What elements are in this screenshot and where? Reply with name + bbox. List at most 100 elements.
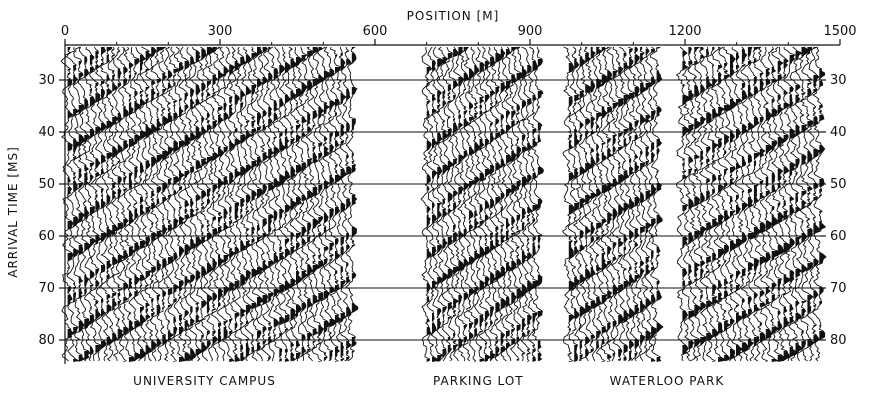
trace-fill — [95, 93, 101, 103]
trace-fill — [618, 99, 624, 107]
trace-fill — [634, 271, 637, 273]
trace-wiggle — [425, 46, 439, 362]
trace-fill — [596, 255, 599, 257]
trace-fill — [123, 177, 127, 183]
trace-fill — [819, 115, 824, 121]
trace-fill — [257, 47, 262, 55]
trace-fill — [307, 191, 314, 199]
trace-fill — [596, 237, 600, 241]
trace-fill — [532, 349, 536, 353]
trace-fill — [474, 113, 478, 119]
trace-fill — [694, 139, 697, 141]
trace-fill — [759, 323, 762, 327]
trace-fill — [458, 123, 463, 129]
trace-fill — [495, 227, 499, 231]
trace-fill — [426, 175, 431, 185]
trace-fill — [432, 345, 434, 347]
trace-fill — [511, 329, 515, 333]
trace-wiggle — [345, 46, 359, 362]
trace-fill — [718, 249, 725, 259]
trace-fill — [234, 355, 240, 362]
trace-fill — [568, 353, 572, 355]
trace-fill — [78, 135, 85, 147]
trace-fill — [590, 349, 594, 353]
trace-fill — [273, 137, 277, 139]
trace-fill — [819, 287, 824, 295]
trace-fill — [190, 285, 192, 287]
trace-fill — [156, 47, 163, 53]
y-tick-label-left: 40 — [38, 125, 55, 140]
y-tick-label-right: 60 — [830, 229, 847, 244]
trace-fill — [682, 213, 684, 215]
trace-fill — [596, 153, 600, 163]
trace-fill — [151, 223, 154, 225]
trace-fill — [229, 319, 233, 323]
trace-fill — [128, 155, 131, 157]
trace-fill — [279, 247, 282, 251]
trace-fill — [240, 309, 246, 317]
x-tick-label: 900 — [518, 24, 543, 39]
trace-wiggle — [138, 46, 153, 362]
trace-fill — [819, 221, 826, 231]
trace-fill — [651, 153, 655, 163]
trace-fill — [532, 61, 538, 71]
trace-fill — [251, 227, 255, 235]
trace-fill — [268, 47, 271, 49]
trace-fill — [101, 169, 104, 175]
trace-fill — [447, 303, 453, 311]
trace-wiggle — [504, 46, 518, 362]
trace-fill — [173, 141, 179, 153]
trace-fill — [128, 247, 135, 257]
trace-fill — [479, 221, 484, 225]
trace-fill — [511, 121, 515, 127]
trace-fill — [262, 125, 265, 131]
trace-fill — [140, 197, 144, 203]
trace-fill — [532, 357, 536, 362]
trace-fill — [442, 209, 447, 217]
trace-fill — [117, 273, 120, 275]
trace-fill — [819, 145, 825, 155]
trace-fill — [527, 137, 529, 139]
trace-fill — [479, 347, 482, 351]
trace-fill — [296, 197, 302, 205]
trace-fill — [179, 281, 184, 291]
trace-fill — [184, 353, 191, 361]
trace-fill — [484, 243, 487, 245]
trace-fill — [229, 359, 235, 362]
trace-fill — [618, 205, 625, 217]
trace-fill — [645, 289, 648, 291]
trace-fill — [747, 197, 753, 207]
trace-fill — [112, 257, 118, 265]
trace-fill — [771, 185, 776, 193]
trace-fill — [607, 149, 612, 159]
trace-fill — [612, 209, 617, 221]
trace-fill — [741, 49, 747, 63]
trace-fill — [73, 283, 75, 285]
trace-fill — [506, 263, 512, 273]
trace-fill — [112, 333, 118, 341]
trace-fill — [145, 99, 149, 103]
trace-fill — [140, 99, 146, 107]
trace-fill — [706, 297, 708, 299]
trace-fill — [134, 209, 138, 219]
trace-fill — [574, 237, 577, 239]
trace-fill — [651, 185, 656, 197]
trace-fill — [789, 305, 794, 311]
trace-fill — [651, 359, 656, 362]
trace-fill — [190, 133, 196, 141]
trace-fill — [730, 349, 735, 359]
trace-fill — [601, 253, 607, 271]
trace-fill — [656, 263, 659, 265]
trace-fill — [688, 311, 695, 319]
trace-fill — [640, 163, 645, 171]
trace-fill — [229, 65, 235, 75]
trace-fill — [296, 271, 302, 285]
trace-wiggle — [289, 46, 303, 362]
trace-fill — [694, 263, 700, 277]
trace-fill — [532, 281, 539, 289]
trace-fill — [442, 307, 447, 313]
trace-fill — [312, 255, 316, 257]
trace-fill — [245, 125, 248, 127]
trace-fill — [511, 251, 514, 253]
trace-wiggle — [72, 46, 86, 362]
